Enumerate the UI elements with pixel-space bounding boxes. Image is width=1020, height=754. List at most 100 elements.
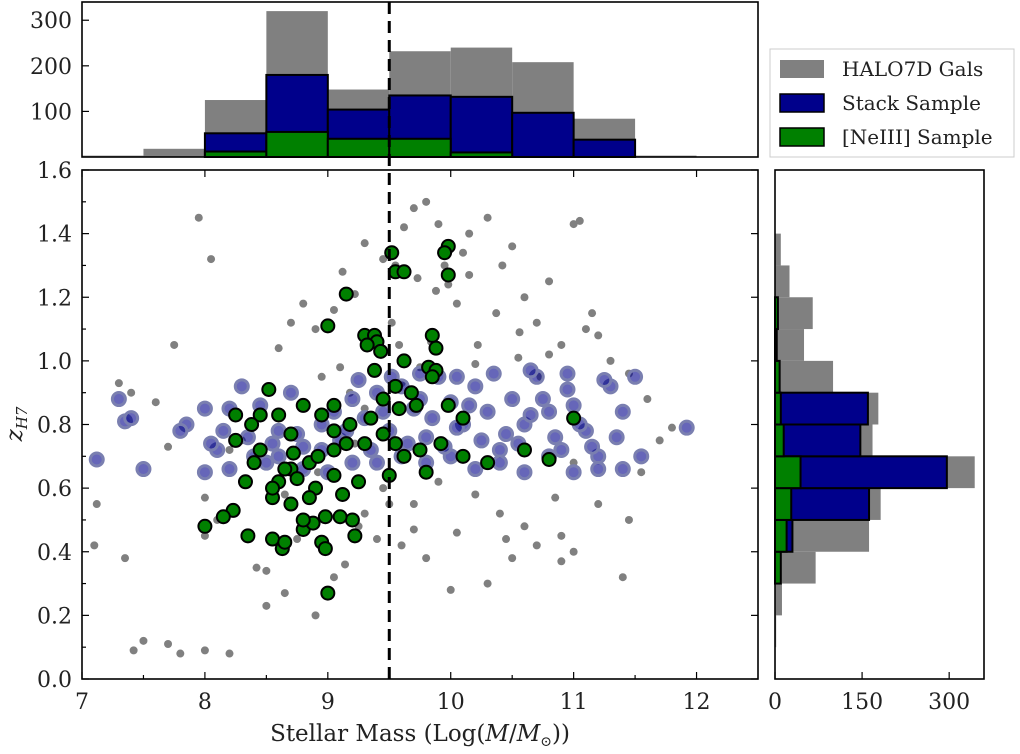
halo-point bbox=[262, 566, 271, 575]
top-neiii-bar bbox=[203, 150, 268, 159]
halo-point bbox=[551, 493, 560, 502]
neiii-point bbox=[320, 318, 336, 334]
stack-point bbox=[239, 429, 256, 446]
y-tick-label: 0.6 bbox=[37, 477, 72, 502]
y-tick-label: 0.2 bbox=[37, 604, 72, 629]
stack-point bbox=[448, 368, 465, 385]
stack-point bbox=[559, 365, 576, 382]
halo-point bbox=[413, 274, 422, 283]
right-stack-bar bbox=[774, 391, 869, 426]
x-tick-label: 12 bbox=[683, 690, 711, 715]
stack-point bbox=[516, 464, 533, 481]
neiii-point bbox=[252, 442, 268, 458]
y-tick-label: 0.4 bbox=[37, 541, 72, 566]
stack-point bbox=[344, 391, 361, 408]
top-stack-bar bbox=[572, 138, 637, 158]
neiii-point bbox=[387, 378, 403, 394]
stack-point bbox=[399, 435, 416, 452]
stack-point bbox=[221, 461, 238, 478]
halo-point bbox=[495, 509, 504, 518]
halo-point bbox=[637, 468, 646, 477]
halo-point bbox=[400, 223, 409, 232]
neiii-point bbox=[317, 541, 333, 557]
halo-point bbox=[200, 646, 209, 655]
halo-point bbox=[557, 531, 566, 540]
stack-point bbox=[565, 397, 582, 414]
stack-point bbox=[368, 454, 385, 471]
neiii-point bbox=[384, 245, 400, 261]
stack-point bbox=[565, 464, 582, 481]
stack-point bbox=[504, 391, 521, 408]
halo-point bbox=[498, 261, 507, 270]
stack-point bbox=[485, 365, 502, 382]
halo-point bbox=[225, 649, 234, 658]
halo-point bbox=[372, 535, 381, 544]
right-halo-bar bbox=[775, 265, 790, 298]
halo-point bbox=[422, 554, 431, 563]
stack-point bbox=[88, 451, 105, 468]
halo-point bbox=[139, 636, 148, 645]
halo-point bbox=[588, 309, 597, 318]
neiii-point bbox=[326, 467, 342, 483]
neiii-point bbox=[363, 410, 379, 426]
neiii-point bbox=[357, 436, 373, 452]
neiii-point bbox=[480, 455, 496, 471]
right-halo-bar bbox=[775, 233, 781, 266]
halo-point bbox=[508, 242, 517, 251]
stack-point bbox=[678, 419, 695, 436]
halo-point bbox=[379, 484, 388, 493]
right-halo-bar bbox=[775, 329, 805, 361]
halo-point bbox=[440, 261, 449, 270]
halo-point bbox=[311, 325, 320, 334]
neiii-point bbox=[326, 442, 342, 458]
legend-swatch bbox=[780, 60, 824, 78]
right-neiii-bar bbox=[774, 423, 785, 458]
neiii-point bbox=[455, 410, 471, 426]
halo-point bbox=[515, 328, 524, 337]
neiii-point bbox=[244, 417, 260, 432]
halo-point bbox=[465, 229, 474, 238]
stack-point bbox=[627, 368, 644, 385]
neiii-point bbox=[338, 286, 354, 302]
halo-point bbox=[164, 442, 173, 451]
y-tick-label: 0.0 bbox=[37, 668, 72, 693]
right-x-tick-label: 300 bbox=[928, 690, 970, 715]
neiii-point bbox=[375, 426, 391, 442]
neiii-point bbox=[326, 397, 342, 413]
halo-point bbox=[151, 398, 160, 407]
right-halo-bar bbox=[775, 297, 813, 330]
stack-point bbox=[479, 403, 496, 420]
top-y-tick-label: 200 bbox=[30, 55, 72, 80]
neiii-point bbox=[440, 267, 456, 283]
neiii-point bbox=[566, 410, 582, 426]
stack-point bbox=[270, 448, 287, 465]
neiii-point bbox=[428, 340, 444, 356]
halo-point bbox=[452, 299, 461, 308]
neiii-point bbox=[215, 509, 231, 525]
halo-point bbox=[127, 388, 136, 397]
neiii-point bbox=[295, 397, 311, 413]
halo-point bbox=[114, 379, 123, 388]
stack-point bbox=[473, 432, 490, 449]
halo-point bbox=[471, 360, 480, 369]
stack-point bbox=[596, 371, 613, 388]
halo-point bbox=[164, 640, 173, 649]
neiii-point bbox=[412, 442, 428, 458]
top-hist-frame bbox=[81, 1, 759, 158]
halo-point bbox=[520, 522, 529, 531]
halo-point bbox=[502, 535, 511, 544]
top-neiii-bar bbox=[388, 137, 452, 159]
neiii-points bbox=[197, 238, 582, 601]
stack-point bbox=[110, 391, 127, 408]
y-tick-label: 1.6 bbox=[37, 159, 72, 184]
stack-point bbox=[282, 384, 299, 401]
halo-point bbox=[176, 649, 185, 658]
neiii-point bbox=[237, 474, 253, 490]
neiii-point bbox=[285, 445, 301, 461]
legend-label: [NeIII] Sample bbox=[842, 125, 993, 149]
neiii-point bbox=[342, 417, 358, 432]
stack-point bbox=[461, 397, 478, 414]
right-neiii-bar bbox=[774, 550, 782, 585]
halo-point bbox=[452, 528, 461, 537]
stack-point bbox=[590, 461, 607, 478]
